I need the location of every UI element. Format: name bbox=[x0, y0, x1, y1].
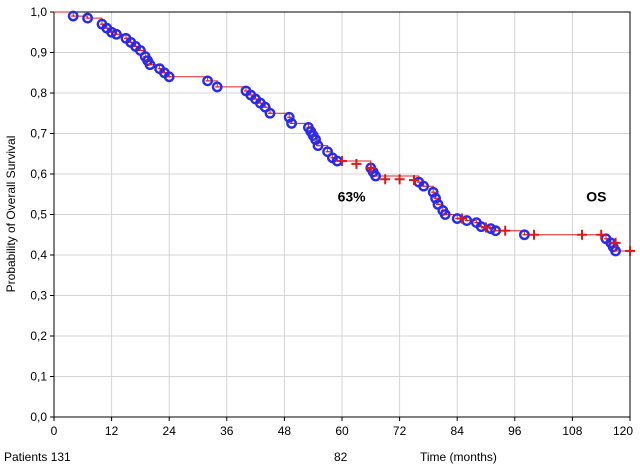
y-tick-label: 0,1 bbox=[30, 370, 47, 384]
event-marker bbox=[111, 28, 122, 40]
event-marker bbox=[264, 107, 276, 119]
grid-lines bbox=[53, 11, 631, 418]
event-markers bbox=[67, 10, 621, 257]
event-marker bbox=[211, 81, 223, 93]
x-tick-label: 48 bbox=[278, 424, 292, 438]
x-tick-label: 96 bbox=[508, 424, 522, 438]
event-marker bbox=[202, 75, 214, 87]
event-marker bbox=[310, 134, 321, 145]
patients-at-risk-60-value: 82 bbox=[334, 450, 348, 464]
x-tick-label: 60 bbox=[335, 424, 349, 438]
y-tick-label: 0,3 bbox=[30, 289, 47, 303]
event-marker bbox=[370, 170, 381, 182]
y-axis-ticks: 0,0 0,1 0,2 0,3 0,4 0,5 0,6 0,7 0,8 0,9 1,0 bbox=[30, 5, 54, 424]
event-marker bbox=[286, 117, 297, 129]
y-tick-label: 0,8 bbox=[30, 86, 47, 100]
x-tick-label: 72 bbox=[393, 424, 407, 438]
annotation-label: 63% bbox=[338, 188, 367, 204]
y-tick-label: 0,6 bbox=[30, 167, 47, 181]
event-marker bbox=[439, 209, 451, 220]
y-tick-label: 0,9 bbox=[30, 46, 47, 60]
x-axis-ticks: 0 12 24 36 48 60 72 84 96 108 120 bbox=[51, 417, 633, 438]
event-marker bbox=[283, 111, 295, 123]
event-marker bbox=[490, 225, 501, 237]
event-marker bbox=[430, 192, 441, 204]
y-tick-label: 0,5 bbox=[30, 208, 47, 222]
event-marker bbox=[312, 140, 324, 152]
event-marker bbox=[67, 10, 79, 22]
annotations: 63% OS bbox=[338, 188, 607, 204]
event-marker bbox=[418, 180, 429, 192]
y-tick-label: 0,2 bbox=[30, 329, 47, 343]
event-marker bbox=[82, 12, 94, 24]
y-axis-title: Probability of Overall Survival bbox=[4, 136, 18, 293]
event-marker bbox=[163, 71, 175, 83]
patients-at-risk-label: Patients 131 bbox=[4, 450, 71, 464]
x-axis-title: Time (months) bbox=[420, 450, 497, 464]
annotation-label: OS bbox=[586, 188, 606, 204]
event-marker bbox=[144, 59, 156, 71]
x-tick-label: 24 bbox=[163, 424, 177, 438]
y-tick-label: 0,0 bbox=[30, 410, 47, 424]
x-tick-label: 84 bbox=[451, 424, 465, 438]
x-tick-label: 36 bbox=[220, 424, 234, 438]
event-marker bbox=[519, 229, 530, 241]
x-tick-label: 120 bbox=[613, 424, 633, 438]
x-tick-label: 0 bbox=[51, 424, 58, 438]
event-marker bbox=[427, 186, 439, 198]
y-tick-label: 1,0 bbox=[30, 5, 47, 19]
x-tick-label: 108 bbox=[562, 424, 582, 438]
y-tick-label: 0,4 bbox=[30, 248, 47, 262]
x-tick-label: 12 bbox=[105, 424, 119, 438]
censor-markers bbox=[337, 156, 635, 256]
y-tick-label: 0,7 bbox=[30, 127, 47, 141]
